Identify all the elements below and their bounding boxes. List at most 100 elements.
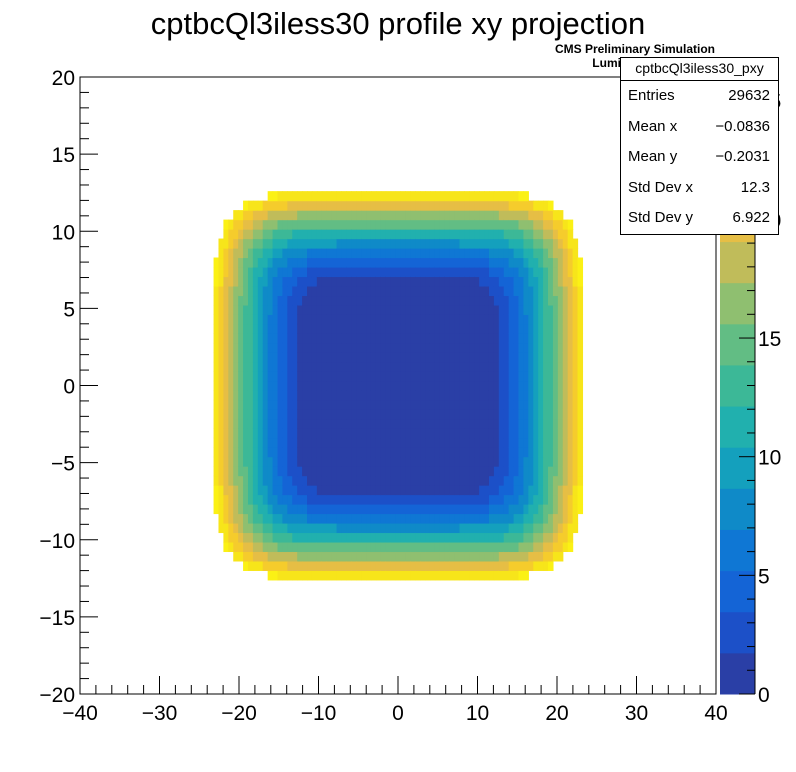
heatmap-cell bbox=[543, 210, 549, 221]
heatmap-cell bbox=[292, 532, 298, 543]
heatmap-cell bbox=[287, 485, 293, 496]
heatmap-cell bbox=[223, 248, 229, 259]
heatmap-cell bbox=[341, 276, 347, 287]
heatmap-cell bbox=[257, 409, 264, 420]
heatmap-cell bbox=[282, 361, 288, 372]
heatmap-cell bbox=[552, 522, 559, 534]
heatmap-cell bbox=[370, 248, 377, 259]
heatmap-cell bbox=[567, 342, 574, 353]
heatmap-cell bbox=[533, 485, 539, 496]
heatmap-cell bbox=[341, 551, 347, 562]
heatmap-cell bbox=[267, 437, 274, 448]
heatmap-cell bbox=[272, 304, 279, 315]
heatmap-cell bbox=[366, 513, 372, 524]
heatmap-cell bbox=[567, 238, 574, 249]
heatmap-cell bbox=[523, 532, 529, 543]
heatmap-cell bbox=[321, 513, 328, 524]
heatmap-cell bbox=[562, 447, 569, 458]
heatmap-cell bbox=[213, 323, 220, 334]
heatmap-cell bbox=[257, 295, 264, 306]
heatmap-cell bbox=[370, 428, 377, 439]
heatmap-cell bbox=[341, 210, 347, 221]
heatmap-cell bbox=[262, 390, 269, 401]
x-tick-label: 0 bbox=[392, 702, 404, 725]
heatmap-cell bbox=[479, 456, 485, 467]
heatmap-cell bbox=[415, 238, 421, 249]
heatmap-cell bbox=[385, 475, 392, 486]
heatmap-cell bbox=[464, 466, 470, 477]
heatmap-cell bbox=[444, 257, 451, 268]
heatmap-cell bbox=[538, 418, 544, 429]
heatmap-cell bbox=[247, 447, 254, 458]
heatmap-cell bbox=[513, 437, 520, 448]
x-tick-label: 40 bbox=[704, 702, 727, 725]
heatmap-cell bbox=[577, 485, 584, 496]
x-tick-label: 30 bbox=[625, 702, 648, 725]
heatmap-cell bbox=[302, 219, 308, 230]
heatmap-cell bbox=[449, 390, 456, 401]
heatmap-cell bbox=[479, 238, 485, 249]
heatmap-cell bbox=[336, 361, 343, 372]
heatmap-cell bbox=[262, 532, 269, 543]
heatmap-cell bbox=[321, 456, 328, 467]
heatmap-cell bbox=[434, 504, 441, 515]
heatmap-cell bbox=[523, 276, 529, 287]
heatmap-cell bbox=[459, 409, 465, 420]
heatmap-cell bbox=[228, 418, 234, 429]
heatmap-cell bbox=[567, 371, 574, 382]
heatmap-cell bbox=[218, 409, 224, 420]
heatmap-cell bbox=[307, 456, 313, 467]
heatmap-cell bbox=[218, 248, 224, 259]
heatmap-cell bbox=[557, 399, 564, 410]
heatmap-cell bbox=[552, 361, 559, 372]
heatmap-cell bbox=[252, 380, 259, 391]
x-tick-label: 10 bbox=[466, 702, 489, 725]
heatmap-cell bbox=[469, 437, 475, 448]
heatmap-cell bbox=[257, 466, 264, 477]
heatmap-cell bbox=[449, 428, 456, 439]
heatmap-cell bbox=[331, 371, 338, 382]
heatmap-cell bbox=[321, 399, 328, 410]
heatmap-cell bbox=[218, 285, 224, 297]
heatmap-cell bbox=[454, 248, 461, 259]
heatmap-cell bbox=[464, 532, 470, 543]
heatmap-cell bbox=[577, 323, 584, 334]
heatmap-cell bbox=[223, 485, 229, 496]
heatmap-cell bbox=[439, 456, 446, 467]
heatmap-cell bbox=[277, 333, 284, 344]
heatmap-cell bbox=[395, 418, 402, 429]
heatmap-cell bbox=[366, 276, 372, 287]
heatmap-cell bbox=[493, 428, 500, 439]
heatmap-cell bbox=[311, 238, 318, 249]
heatmap-cell bbox=[429, 380, 436, 391]
heatmap-cell bbox=[548, 229, 554, 240]
heatmap-cell bbox=[307, 560, 313, 571]
heatmap-cell bbox=[429, 551, 436, 562]
heatmap-cell bbox=[375, 314, 382, 325]
heatmap-cell bbox=[449, 238, 456, 249]
heatmap-cell bbox=[238, 352, 244, 363]
heatmap-cell bbox=[503, 494, 510, 505]
heatmap-cell bbox=[410, 238, 416, 249]
heatmap-cell bbox=[400, 361, 406, 372]
heatmap-cell bbox=[464, 342, 470, 353]
heatmap-cell bbox=[577, 257, 584, 268]
heatmap-cell bbox=[351, 380, 357, 391]
heatmap-cell bbox=[238, 257, 244, 268]
heatmap-cell bbox=[548, 333, 554, 344]
heatmap-cell bbox=[469, 210, 475, 221]
heatmap-cell bbox=[572, 437, 579, 448]
heatmap-cell bbox=[366, 522, 372, 534]
heatmap-cell bbox=[262, 437, 269, 448]
heatmap-cell bbox=[493, 447, 500, 458]
heatmap-cell bbox=[400, 200, 406, 211]
heatmap-cell bbox=[361, 541, 367, 553]
heatmap-cell bbox=[474, 494, 480, 505]
heatmap-cell bbox=[356, 295, 362, 306]
heatmap-cell bbox=[257, 475, 264, 486]
heatmap-cell bbox=[346, 447, 352, 458]
heatmap-cell bbox=[243, 541, 249, 553]
heatmap-cell bbox=[459, 266, 465, 278]
heatmap-cell bbox=[557, 504, 564, 515]
heatmap-cell bbox=[262, 314, 269, 325]
